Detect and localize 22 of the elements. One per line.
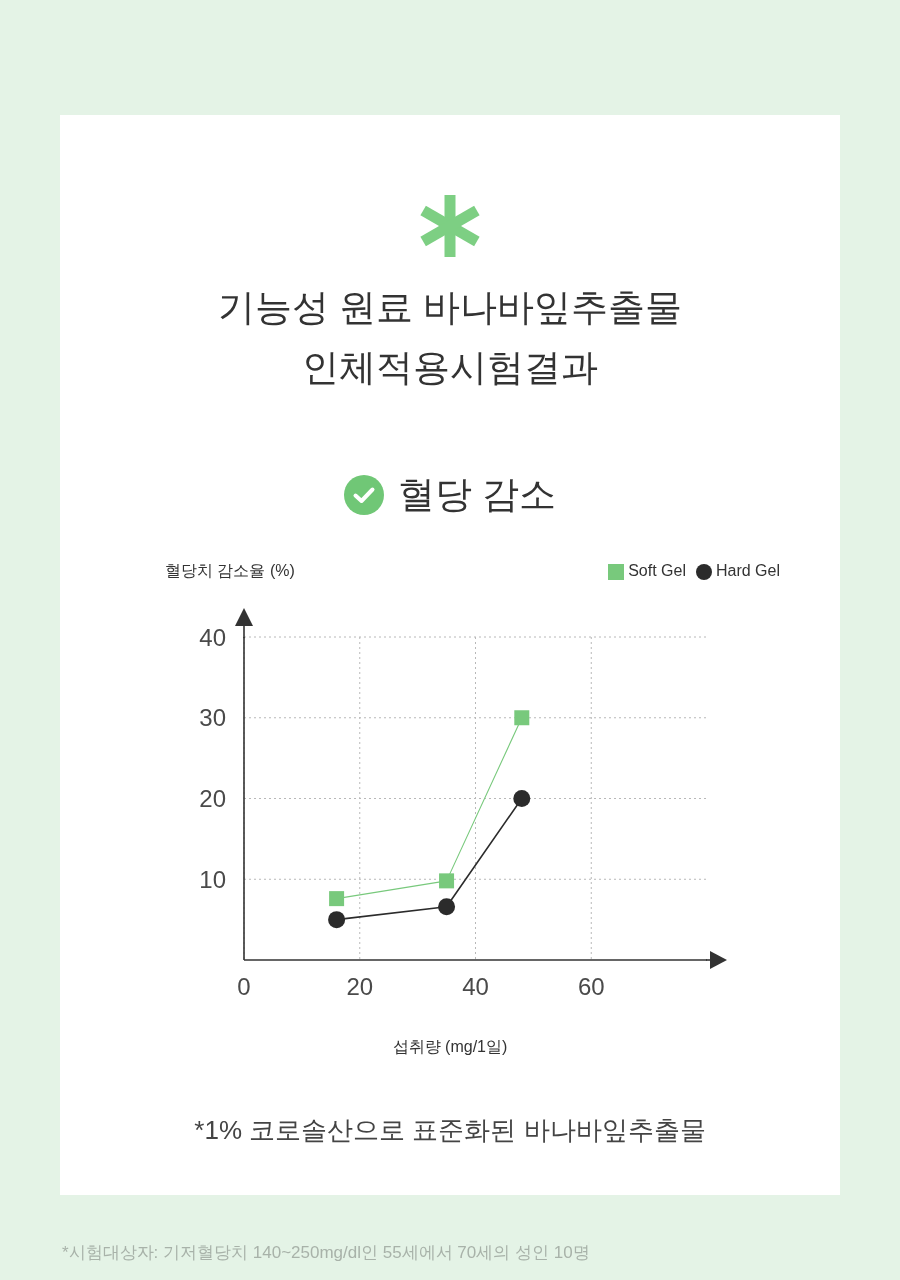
y-tick-label: 20 [199, 785, 226, 813]
chart-title: 기능성 원료 바나바잎추출물 인체적용시험결과 [216, 286, 684, 390]
legend-label: Hard Gel [715, 562, 780, 579]
x-axis-title: 섭취량 (mg/1일) [391, 1037, 509, 1057]
y-tick-label: 40 [199, 623, 226, 651]
point [438, 898, 456, 916]
point [329, 891, 345, 907]
point [513, 790, 531, 807]
point [328, 911, 346, 929]
y-tick-label: 30 [199, 704, 226, 732]
point [514, 710, 530, 726]
x-tick-label: 40 [462, 973, 489, 1001]
x-tick-label: 20 [346, 973, 374, 1001]
x-tick-label: 0 [237, 973, 251, 1001]
text: *시험대상자: 기저혈당치 140~250mg/dl인 55세에서 70세의 성인 10명 [62, 1242, 591, 1264]
point [439, 873, 455, 889]
x-tick-label: 60 [577, 973, 605, 1001]
text: *1% 코로솔산으로 표준화된 바나바잎추출물 [193, 1114, 707, 1147]
y-axis-title: 혈당치 감소율 (%) [165, 561, 295, 581]
y-tick-label: 10 [199, 865, 226, 893]
chart-subtitle: 혈당 감소 [397, 473, 557, 517]
legend-label: Soft Gel [628, 562, 686, 579]
